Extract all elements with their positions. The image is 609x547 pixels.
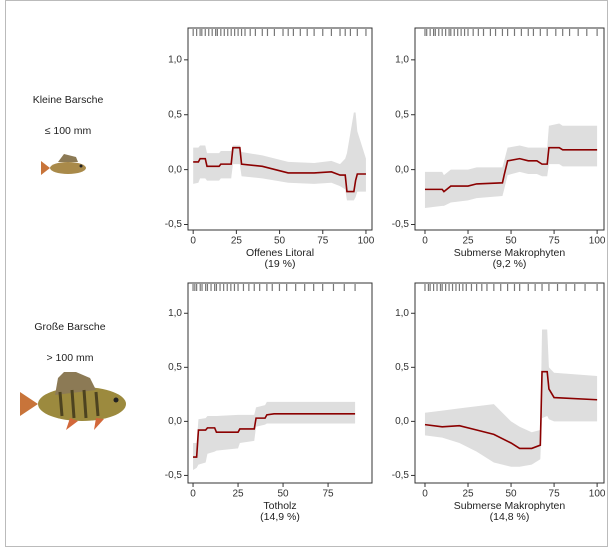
y-tick-label: 1,0 [168,308,182,319]
x-tick-label: 50 [277,489,289,500]
confidence-band [193,112,366,201]
y-tick-label: -0,5 [392,470,410,481]
y-tick-label: 0,0 [168,164,182,175]
large-perch-icon [20,372,126,430]
y-tick-label: 0,5 [395,362,409,373]
x-tick-label: 100 [589,489,606,500]
x-axis-label: Submerse Makrophyten [454,500,566,512]
x-tick-label: 50 [505,489,517,500]
x-tick-label: 25 [462,489,474,500]
y-tick-label: 0,5 [168,362,182,373]
x-tick-label: 75 [317,236,329,247]
x-tick-label: 100 [589,236,606,247]
x-tick-label: 100 [358,236,375,247]
line [424,146,598,193]
y-tick-label: 1,0 [168,54,182,65]
confidence-band [193,401,356,471]
y-tick-label: 0,0 [395,416,409,427]
x-tick-label: 25 [462,236,474,247]
row-size: ≤ 100 mm [45,125,92,137]
y-tick-label: 1,0 [395,54,409,65]
x-tick-label: 0 [190,236,196,247]
x-tick-label: 0 [190,489,196,500]
line [193,413,356,458]
x-axis-label: (9,2 %) [493,258,527,270]
row-label: Kleine Barsche [33,94,104,106]
plot-border [187,282,373,484]
x-tick-label: 75 [549,236,561,247]
y-tick-label: -0,5 [392,219,410,230]
x-axis-label: Totholz [263,500,296,512]
y-tick-label: -0,5 [165,219,183,230]
x-axis-label: Submerse Makrophyten [454,247,566,259]
y-tick-label: 0,5 [168,109,182,120]
line [193,146,366,193]
y-tick-label: -0,5 [165,470,183,481]
x-axis-label: Offenes Litoral [246,247,314,259]
y-tick-label: 0,0 [168,416,182,427]
x-tick-label: 75 [323,489,335,500]
x-tick-label: 25 [232,489,244,500]
line [424,370,598,450]
row-label: Große Barsche [34,321,105,333]
x-tick-label: 0 [422,489,428,500]
x-axis-label: (14,9 %) [260,511,300,523]
y-tick-label: 0,5 [395,109,409,120]
x-tick-label: 50 [505,236,517,247]
x-tick-label: 75 [549,489,561,500]
confidence-band [424,123,598,209]
x-tick-label: 25 [231,236,243,247]
row-size: > 100 mm [47,352,94,364]
plot-border [414,282,605,484]
y-tick-label: 0,0 [395,164,409,175]
small-perch-icon [41,154,86,175]
x-tick-label: 50 [274,236,286,247]
confidence-band [424,329,598,467]
plot-border [414,27,605,231]
x-axis-label: (14,8 %) [490,511,530,523]
y-tick-label: 1,0 [395,308,409,319]
x-tick-label: 0 [422,236,428,247]
x-axis-label: (19 %) [265,258,296,270]
